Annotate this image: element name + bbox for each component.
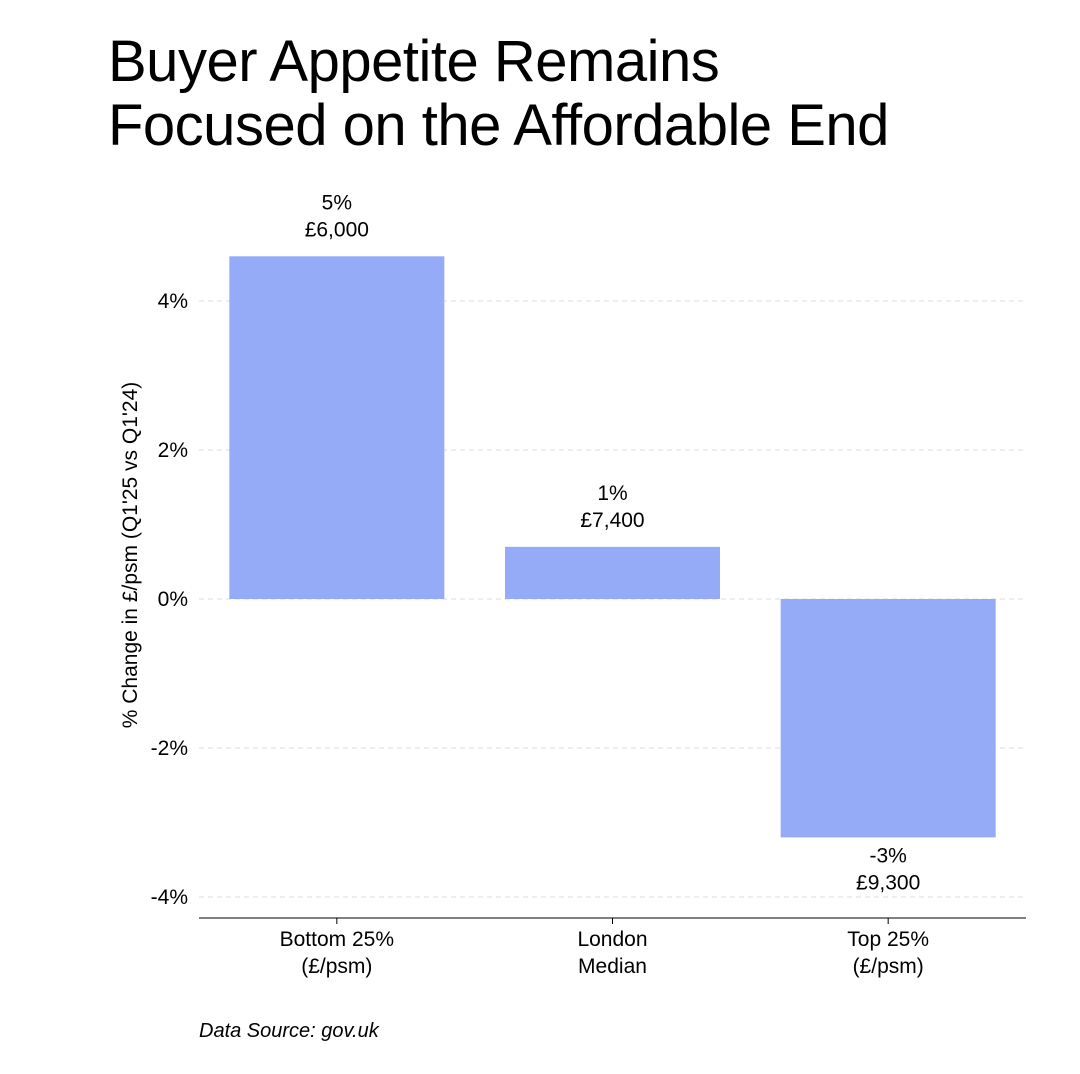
bar-data-label: £9,300 bbox=[856, 871, 920, 894]
chart-title-line-1: Buyer Appetite Remains bbox=[108, 29, 720, 94]
y-tick-label: -4% bbox=[151, 886, 188, 909]
y-axis-label: % Change in £/psm (Q1'25 vs Q1'24) bbox=[119, 382, 142, 729]
bar-data-label: -3% bbox=[869, 844, 906, 867]
x-tick-label: Median bbox=[578, 955, 647, 978]
chart-title-line-2: Focused on the Affordable End bbox=[108, 93, 889, 158]
data-source: Data Source: gov.uk bbox=[199, 1020, 379, 1042]
x-tick-label: Top 25% bbox=[847, 928, 929, 951]
chart-title: Buyer Appetite Remains Focused on the Af… bbox=[108, 30, 1048, 158]
bar bbox=[780, 599, 996, 838]
x-tick-label: (£/psm) bbox=[853, 955, 924, 978]
x-tick-label: London bbox=[577, 928, 647, 951]
bar bbox=[229, 256, 445, 599]
bar-data-label: £7,400 bbox=[580, 509, 644, 532]
x-tick-label: (£/psm) bbox=[301, 955, 372, 978]
x-tick-label: Bottom 25% bbox=[280, 928, 394, 951]
y-tick-label: -2% bbox=[151, 737, 188, 760]
bar-data-label: £6,000 bbox=[305, 218, 369, 241]
y-tick-label: 0% bbox=[158, 588, 188, 611]
y-tick-label: 4% bbox=[158, 290, 188, 313]
bar-data-label: 1% bbox=[597, 482, 627, 505]
bar bbox=[505, 546, 720, 599]
bar-data-label: 5% bbox=[322, 191, 352, 214]
y-tick-label: 2% bbox=[158, 439, 188, 462]
